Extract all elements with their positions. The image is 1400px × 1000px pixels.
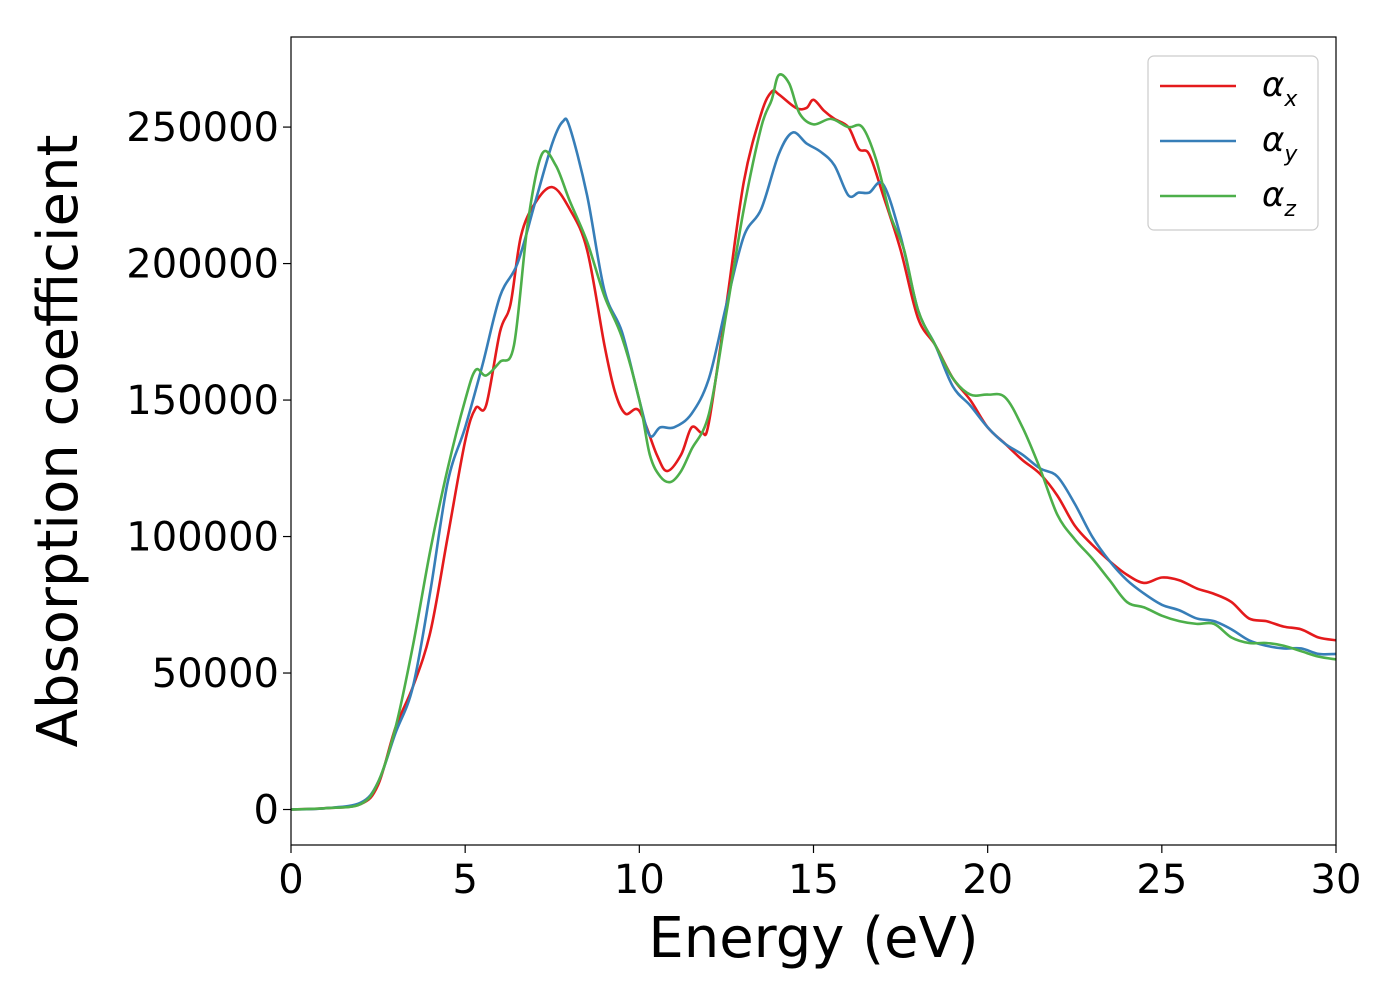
x-tick-label: 25	[1136, 857, 1187, 903]
legend-label-main: α	[1262, 175, 1284, 215]
legend-box	[1147, 55, 1319, 231]
x-ticks: 0 5 10 15 20 25 30	[278, 845, 1361, 903]
x-tick-label: 20	[962, 857, 1013, 903]
legend-label-subscript: x	[1283, 87, 1298, 112]
legend-label-z: αz	[1262, 175, 1296, 222]
legend-label-main: α	[1262, 120, 1284, 160]
series-line-y	[291, 117, 1336, 811]
x-tick-label: 10	[614, 857, 665, 903]
y-tick-label: 150000	[126, 378, 279, 424]
legend-label-subscript: z	[1283, 197, 1296, 222]
x-tick-label: 5	[452, 857, 477, 903]
legend-label-y: αy	[1262, 120, 1298, 167]
y-axis-title: Absorption coefficient	[26, 135, 91, 748]
legend-label-main: α	[1262, 65, 1284, 105]
series-line-z	[291, 73, 1336, 811]
y-tick-label: 0	[254, 788, 279, 834]
y-tick-label: 200000	[126, 242, 279, 288]
legend-label-x: αx	[1262, 65, 1298, 112]
x-axis-title: Energy (eV)	[648, 906, 978, 971]
legend-label-subscript: y	[1283, 142, 1298, 167]
y-tick-label: 250000	[126, 105, 279, 151]
x-tick-label: 0	[278, 857, 303, 903]
y-tick-label: 100000	[126, 515, 279, 561]
series-layer	[291, 73, 1336, 811]
x-tick-label: 15	[788, 857, 839, 903]
y-ticks: 0 50000 100000 150000 200000 250000	[126, 105, 291, 834]
series-line-x	[291, 88, 1336, 811]
x-tick-label: 30	[1311, 857, 1362, 903]
y-tick-label: 50000	[152, 651, 279, 697]
